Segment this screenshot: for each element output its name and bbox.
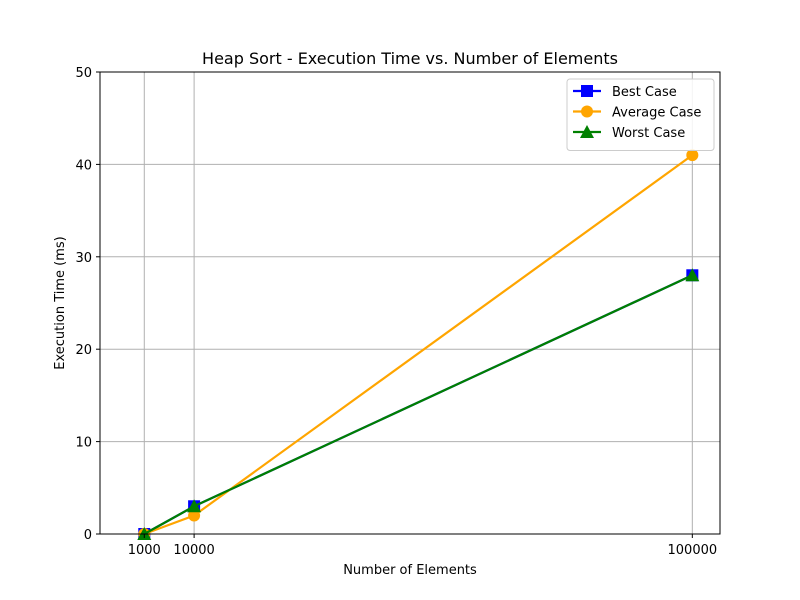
y-tick-label: 20 xyxy=(75,343,92,358)
data-point-worst-case xyxy=(685,268,700,282)
y-tick-label: 10 xyxy=(75,436,92,451)
legend: Best Case Average Case Worst Case xyxy=(566,78,715,151)
data-point-worst-case xyxy=(187,499,202,513)
data-point-average-case xyxy=(686,149,699,162)
data-point-average-case xyxy=(188,509,201,522)
legend-label-worst-case: Worst Case xyxy=(612,126,685,141)
legend-item-average-case: Average Case xyxy=(573,105,701,121)
x-axis-label: Number of Elements xyxy=(343,563,477,578)
ticks: 1000 10000 100000 0 10 20 30 40 50 xyxy=(75,66,717,558)
y-tick-label: 30 xyxy=(75,251,92,266)
legend-item-worst-case: Worst Case xyxy=(573,125,685,141)
legend-item-best-case: Best Case xyxy=(573,85,677,100)
legend-box xyxy=(566,78,715,151)
legend-label-best-case: Best Case xyxy=(612,85,677,100)
x-tick-label: 1000 xyxy=(128,543,161,558)
y-tick-label: 0 xyxy=(84,528,92,543)
x-tick-label: 10000 xyxy=(173,543,214,558)
y-tick-label: 50 xyxy=(75,66,92,81)
chart-title: Heap Sort - Execution Time vs. Number of… xyxy=(202,49,618,68)
series-worst-case xyxy=(137,268,700,540)
y-axis-label: Execution Time (ms) xyxy=(53,236,68,369)
series-layer xyxy=(137,149,700,540)
x-tick-label: 100000 xyxy=(668,543,718,558)
legend-label-average-case: Average Case xyxy=(612,106,701,121)
y-tick-label: 40 xyxy=(75,158,92,173)
legend-marker-average-case xyxy=(581,105,593,118)
plot-frame xyxy=(99,71,721,535)
legend-marker-worst-case xyxy=(580,125,594,138)
legend-marker-best-case xyxy=(581,85,593,97)
